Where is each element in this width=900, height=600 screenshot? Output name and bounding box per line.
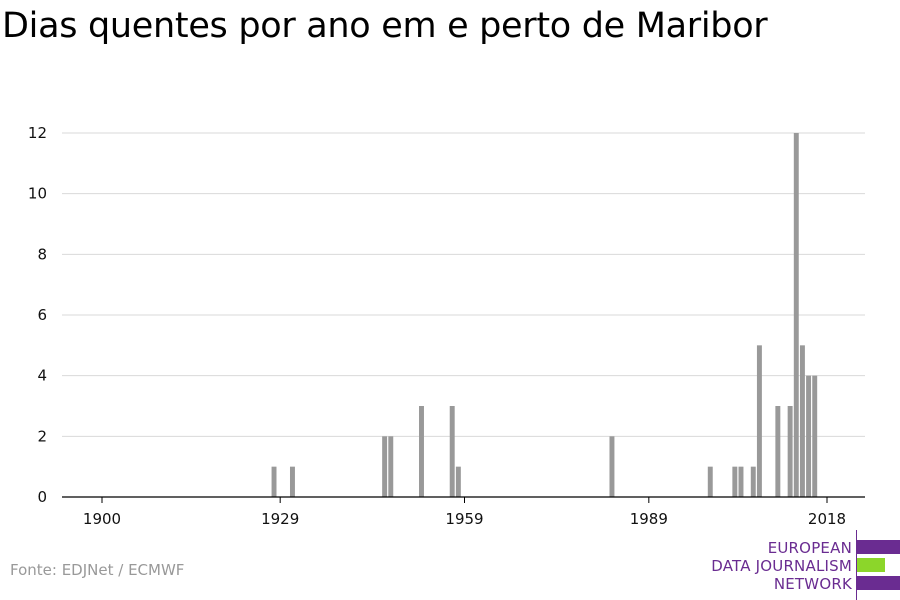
- chart-title: Dias quentes por ano em e perto de Marib…: [2, 6, 768, 46]
- bar: [799, 345, 805, 497]
- logo-line-european: EUROPEAN: [767, 539, 852, 557]
- bar: [806, 375, 812, 497]
- bar: [775, 406, 781, 497]
- bars: [271, 133, 818, 497]
- edjnet-logo: EUROPEAN DATA JOURNALISM NETWORK: [690, 530, 900, 600]
- source-credit: Fonte: EDJNet / ECMWF: [10, 561, 185, 579]
- y-tick-label: 10: [28, 185, 47, 203]
- x-tick-label: 1900: [83, 510, 121, 528]
- x-tick-label: 1989: [630, 510, 668, 528]
- y-tick-label: 8: [37, 245, 47, 263]
- bar: [732, 466, 738, 497]
- logo-divider: [856, 530, 857, 600]
- bar: [419, 406, 424, 497]
- y-tick-label: 4: [37, 367, 47, 385]
- bar: [738, 466, 744, 497]
- gridlines: [62, 132, 865, 437]
- logo-line-data-journalism: DATA JOURNALISM: [711, 557, 852, 575]
- logo-bar-purple-bottom: [857, 576, 900, 590]
- bar: [388, 436, 394, 497]
- bar: [793, 133, 799, 497]
- y-tick-label: 0: [37, 488, 47, 506]
- y-tick-label: 2: [37, 427, 47, 445]
- axes: 0 2 4 6 8 10 12 1900 1929 1959 1989 2018: [28, 124, 865, 528]
- y-tick-label: 6: [37, 306, 47, 324]
- bar: [787, 406, 793, 497]
- logo-bar-green: [857, 558, 885, 572]
- bar: [609, 436, 615, 497]
- logo-bar-purple-top: [857, 540, 900, 554]
- bar: [449, 406, 455, 497]
- x-tick-label: 2018: [808, 510, 846, 528]
- bar: [756, 345, 762, 497]
- bar: [455, 466, 461, 497]
- x-tick-label: 1929: [261, 510, 299, 528]
- bar: [382, 436, 388, 497]
- bar-chart: 0 2 4 6 8 10 12 1900 1929 1959 1989 2018: [28, 124, 865, 528]
- logo-line-network: NETWORK: [773, 575, 852, 593]
- bar: [289, 466, 295, 497]
- x-tick-label: 1959: [445, 510, 483, 528]
- bar: [750, 466, 756, 497]
- bar: [707, 466, 713, 497]
- y-tick-label: 12: [28, 124, 47, 142]
- bar: [271, 466, 277, 497]
- bar: [812, 375, 818, 497]
